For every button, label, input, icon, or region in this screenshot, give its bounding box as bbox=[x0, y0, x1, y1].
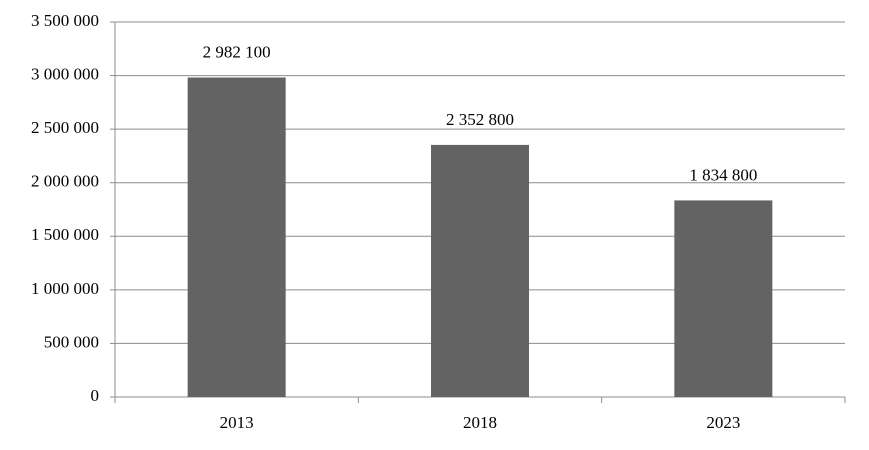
y-tick-label: 3 500 000 bbox=[31, 11, 99, 30]
y-tick-label: 3 000 000 bbox=[31, 64, 99, 83]
x-tick-label: 2023 bbox=[706, 413, 740, 432]
x-tick-label: 2013 bbox=[220, 413, 254, 432]
bar bbox=[674, 200, 773, 397]
x-tick-label: 2018 bbox=[463, 413, 497, 432]
y-tick-label: 500 000 bbox=[44, 332, 99, 351]
y-tick-label: 2 500 000 bbox=[31, 118, 99, 137]
value-label: 2 982 100 bbox=[203, 42, 271, 61]
bar bbox=[431, 144, 529, 397]
y-tick-label: 1 500 000 bbox=[31, 225, 99, 244]
value-label: 1 834 800 bbox=[689, 165, 757, 184]
y-tick-label: 2 000 000 bbox=[31, 172, 99, 191]
y-tick-label: 1 000 000 bbox=[31, 279, 99, 298]
bar bbox=[187, 77, 286, 397]
value-label: 2 352 800 bbox=[446, 110, 514, 129]
y-tick-label: 0 bbox=[91, 386, 100, 405]
